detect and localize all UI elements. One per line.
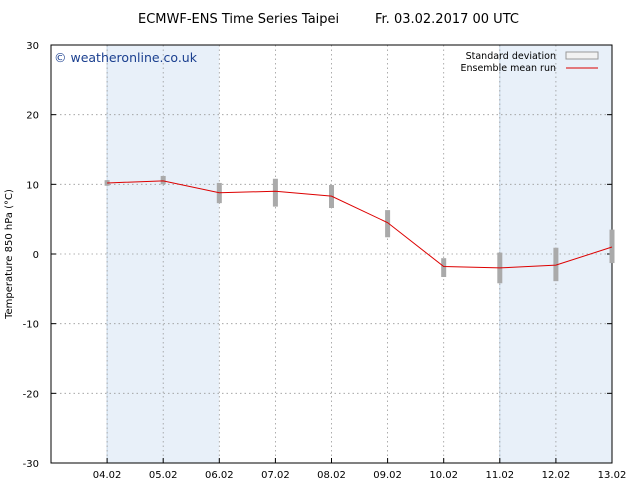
x-tick-label: 13.02: [598, 470, 627, 481]
legend: Standard deviation Ensemble mean run: [460, 51, 599, 74]
watermark: © weatheronline.co.uk: [54, 50, 198, 65]
y-axis-label: Temperature 850 hPa (°C): [4, 189, 15, 320]
x-axis-ticks: 04.02 05.02 06.02 07.02 08.02 09.02 10.02 11.02…: [93, 458, 627, 481]
x-tick-label: 05.02: [149, 470, 178, 481]
std-dev-bar: [609, 229, 615, 264]
std-dev-bar: [160, 175, 166, 185]
x-tick-label: 10.02: [429, 470, 458, 481]
run-timestamp: Fr. 03.02.2017 00 UTC: [375, 12, 519, 27]
legend-swatch-std-dev: [565, 51, 599, 60]
y-tick-label: 10: [26, 180, 39, 191]
std-dev-bar: [553, 247, 559, 282]
y-axis-ticks: -30 -20 -10 0 10 20 30: [23, 41, 612, 470]
y-tick-label: 30: [26, 41, 39, 52]
ensemble-mean-line: [107, 180, 613, 269]
legend-label-mean: Ensemble mean run: [460, 63, 556, 74]
x-tick-label: 07.02: [261, 470, 290, 481]
legend-label-std-dev: Standard deviation: [466, 51, 556, 62]
y-tick-label: 20: [26, 111, 39, 122]
x-tick-label: 09.02: [373, 470, 402, 481]
x-tick-label: 04.02: [93, 470, 122, 481]
x-tick-label: 08.02: [317, 470, 346, 481]
std-dev-bar: [385, 210, 391, 238]
y-tick-label: -30: [23, 459, 39, 470]
y-tick-label: -10: [23, 320, 39, 331]
x-tick-label: 12.02: [542, 470, 571, 481]
std-dev-bar: [272, 178, 278, 207]
chart-title: ECMWF-ENS Time Series Taipei: [138, 12, 339, 27]
x-tick-label: 06.02: [205, 470, 234, 481]
x-tick-label: 11.02: [485, 470, 514, 481]
std-dev-bar: [441, 258, 447, 277]
y-tick-label: 0: [33, 250, 39, 261]
y-tick-label: -20: [23, 389, 39, 400]
